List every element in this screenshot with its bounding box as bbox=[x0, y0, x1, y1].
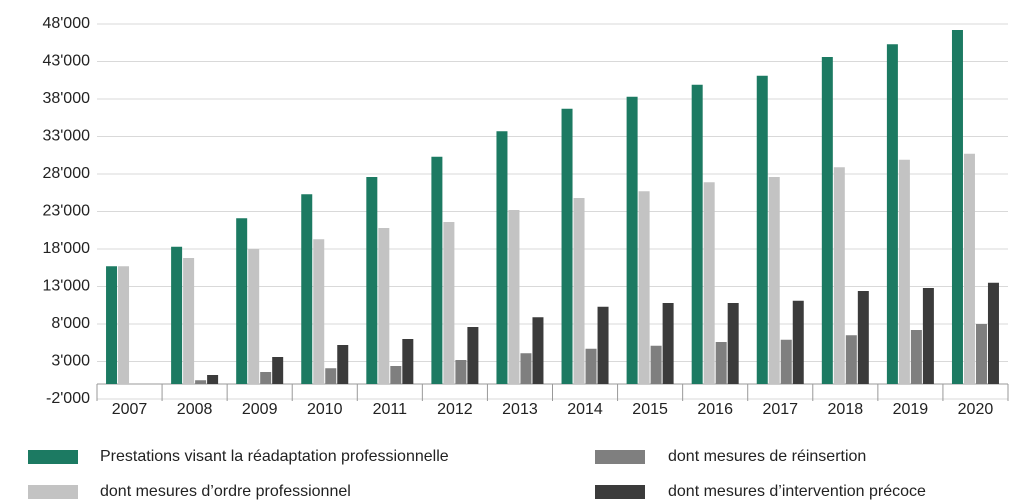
bar bbox=[171, 246, 183, 384]
bar bbox=[792, 300, 804, 384]
legend-swatch bbox=[595, 485, 645, 499]
x-tick-label: 2017 bbox=[762, 401, 798, 418]
y-tick-label: 33'000 bbox=[42, 128, 90, 145]
bar bbox=[366, 177, 378, 384]
x-tick-label: 2007 bbox=[112, 401, 148, 418]
x-tick-label: 2018 bbox=[828, 401, 864, 418]
bar bbox=[106, 266, 118, 384]
bar bbox=[951, 30, 963, 384]
y-tick-label: 18'000 bbox=[42, 240, 90, 257]
legend-label: dont mesures d’ordre professionnel bbox=[100, 483, 351, 500]
y-tick-label: 43'000 bbox=[42, 53, 90, 70]
y-tick-label: 28'000 bbox=[42, 165, 90, 182]
bar bbox=[301, 194, 313, 384]
bar bbox=[922, 288, 934, 384]
bar bbox=[455, 360, 467, 384]
y-tick-label: 8'000 bbox=[51, 315, 90, 332]
bar bbox=[910, 330, 922, 384]
bar bbox=[585, 348, 597, 384]
bar bbox=[508, 210, 520, 384]
x-tick-label: 2011 bbox=[373, 401, 408, 418]
bar bbox=[532, 317, 544, 384]
bar bbox=[727, 303, 739, 384]
bar bbox=[378, 228, 390, 384]
bar bbox=[857, 291, 869, 384]
bar bbox=[561, 108, 573, 384]
bar bbox=[260, 372, 272, 384]
bar bbox=[248, 249, 260, 384]
legend-swatch bbox=[595, 450, 645, 464]
bar bbox=[236, 218, 248, 384]
x-tick-label: 2009 bbox=[242, 401, 278, 418]
bar bbox=[898, 159, 910, 384]
bar bbox=[573, 198, 585, 384]
bar bbox=[597, 306, 609, 384]
bar bbox=[833, 167, 845, 384]
bar bbox=[183, 258, 195, 384]
x-tick-label: 2020 bbox=[958, 401, 994, 418]
bar bbox=[821, 57, 833, 384]
bar bbox=[650, 345, 662, 384]
y-tick-label: 23'000 bbox=[42, 203, 90, 220]
bar bbox=[768, 177, 780, 384]
bar bbox=[715, 342, 727, 384]
y-tick-label: 48'000 bbox=[42, 15, 90, 32]
legend-swatch bbox=[28, 485, 78, 499]
bar bbox=[337, 345, 349, 384]
bar bbox=[963, 153, 975, 384]
legend-label: Prestations visant la réadaptation profe… bbox=[100, 448, 449, 465]
bar bbox=[691, 84, 703, 384]
bar bbox=[390, 366, 402, 384]
bar bbox=[520, 353, 532, 384]
bar bbox=[118, 266, 130, 384]
bar bbox=[313, 239, 325, 384]
x-tick-label: 2012 bbox=[437, 401, 473, 418]
bar bbox=[886, 44, 898, 384]
y-tick-label: 13'000 bbox=[42, 278, 90, 295]
bar bbox=[845, 335, 857, 384]
x-tick-label: 2016 bbox=[697, 401, 733, 418]
bar bbox=[496, 131, 508, 384]
bar bbox=[780, 339, 792, 384]
x-tick-label: 2010 bbox=[307, 401, 343, 418]
bar bbox=[431, 156, 443, 384]
x-tick-label: 2008 bbox=[177, 401, 213, 418]
bar bbox=[443, 222, 455, 384]
x-tick-label: 2013 bbox=[502, 401, 538, 418]
bar bbox=[272, 357, 284, 384]
x-tick-label: 2019 bbox=[893, 401, 929, 418]
bar bbox=[207, 375, 219, 384]
bar bbox=[987, 282, 999, 384]
bar bbox=[662, 303, 674, 384]
bar bbox=[638, 191, 650, 384]
bar bbox=[756, 75, 768, 384]
bar bbox=[626, 96, 638, 384]
y-tick-label: 38'000 bbox=[42, 90, 90, 107]
x-tick-label: 2015 bbox=[632, 401, 668, 418]
legend-label: dont mesures de réinsertion bbox=[668, 448, 866, 465]
legend-swatch bbox=[28, 450, 78, 464]
bar bbox=[325, 368, 337, 384]
bar bbox=[703, 182, 715, 384]
legend-label: dont mesures d’intervention précoce bbox=[668, 483, 926, 500]
y-tick-label: -2'000 bbox=[46, 390, 90, 407]
bar bbox=[402, 339, 414, 384]
x-tick-label: 2014 bbox=[567, 401, 603, 418]
bar bbox=[467, 327, 479, 384]
y-tick-label: 3'000 bbox=[51, 353, 90, 370]
bar bbox=[975, 324, 987, 384]
bar bbox=[195, 380, 207, 384]
